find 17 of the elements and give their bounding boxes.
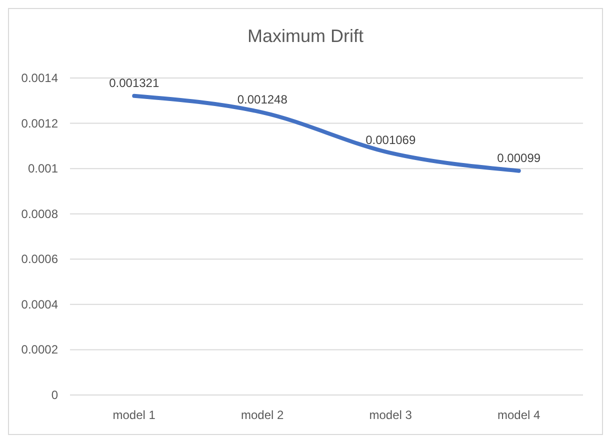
data-label: 0.00099 <box>497 150 541 165</box>
y-tick-label: 0 <box>51 388 58 402</box>
data-label: 0.001069 <box>366 132 416 147</box>
data-label: 0.001321 <box>109 76 160 90</box>
y-tick-label: 0.0004 <box>21 297 58 312</box>
x-tick-label: model 1 <box>112 408 156 422</box>
data-label: 0.001248 <box>237 92 288 106</box>
y-tick-label: 0.001 <box>28 162 58 176</box>
y-tick-label: 0.0012 <box>21 116 58 130</box>
y-tick-label: 0.0014 <box>21 71 58 85</box>
chart-title: Maximum Drift <box>248 26 364 46</box>
x-tick-label: model 3 <box>369 408 412 422</box>
y-tick-label: 0.0002 <box>21 342 58 357</box>
y-tick-label: 0.0008 <box>21 206 58 221</box>
x-tick-label: model 4 <box>498 408 541 422</box>
y-tick-label: 0.0006 <box>21 252 58 266</box>
x-tick-label: model 2 <box>241 408 284 422</box>
